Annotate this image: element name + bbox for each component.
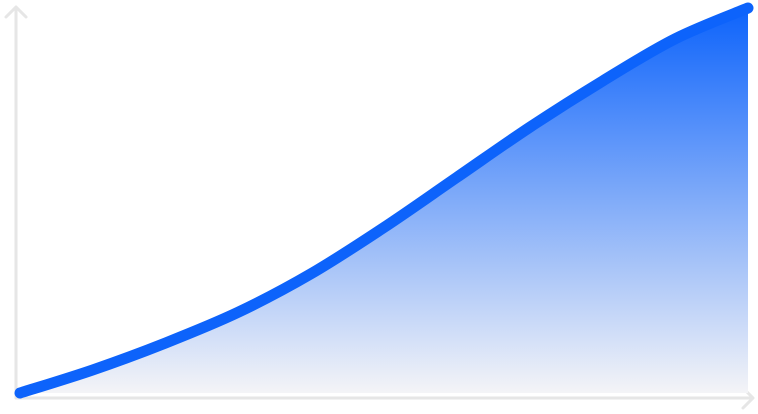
data-point <box>92 369 93 370</box>
data-point <box>165 342 166 343</box>
data-point <box>529 127 530 128</box>
area-fill-layer <box>20 8 748 393</box>
area-fill <box>20 8 748 393</box>
series-line-layer <box>14 2 754 399</box>
series-line <box>14 2 754 399</box>
data-point <box>748 8 749 9</box>
y-axis-arrow-icon <box>4 5 28 19</box>
data-point <box>384 227 385 228</box>
data-point <box>238 312 239 313</box>
data-point <box>602 81 603 82</box>
data-point <box>20 393 21 394</box>
data-point <box>675 38 676 39</box>
data-point <box>456 177 457 178</box>
data-point <box>311 273 312 274</box>
